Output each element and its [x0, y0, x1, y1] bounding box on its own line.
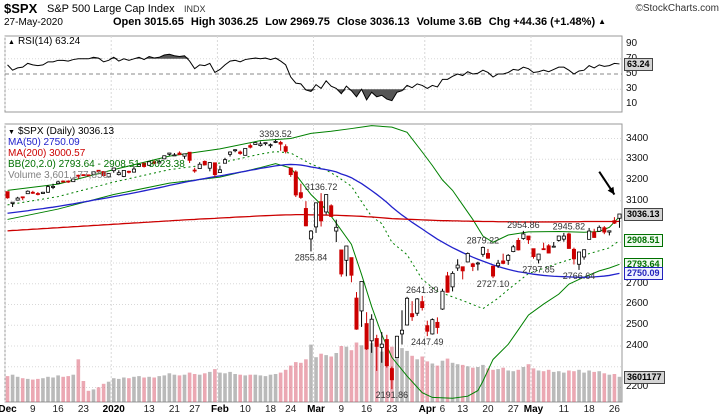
change-up-arrow-icon: ▲ — [598, 17, 607, 26]
volume-label: Volume — [416, 16, 456, 28]
high-value: 3036.25 — [218, 16, 259, 28]
bb-upper-line — [7, 125, 620, 243]
pivot-price-label: 2641.39 — [406, 285, 439, 295]
exchange-label: INDX — [184, 4, 206, 14]
pivot-price-label: 2797.85 — [522, 264, 555, 274]
close-label: Close — [336, 16, 367, 28]
candlestick-series — [5, 139, 622, 390]
chart-date: 27-May-2020 — [4, 17, 63, 28]
pivot-price-label: 2447.49 — [411, 337, 444, 347]
pivot-price-label: 2191.86 — [376, 390, 409, 400]
open-label: Open — [113, 16, 142, 28]
pivot-price-label: 2879.22 — [467, 236, 500, 246]
low-value: 2969.75 — [290, 16, 330, 28]
ticker-symbol: $SPX — [4, 1, 38, 16]
change-label: Chg — [488, 16, 511, 28]
pivot-price-label: 2954.86 — [507, 220, 540, 230]
pivot-price-label: 3136.72 — [305, 182, 338, 192]
pivot-price-label: 2945.82 — [553, 222, 586, 232]
volume-value: 3.6B — [458, 16, 482, 28]
chart-header: $SPX S&P 500 Large Cap Index INDX ©Stock… — [0, 0, 724, 32]
stockcharts-credit: ©StockCharts.com — [635, 3, 719, 14]
bb-mid-line — [7, 151, 620, 310]
ohlc-quote: Open 3015.65 High 3036.25 Low 2969.75 Close 303… — [106, 16, 606, 28]
pivot-price-label: 2727.10 — [477, 279, 510, 289]
close-value: 3036.13 — [369, 16, 410, 28]
index-name: S&P 500 Large Cap Index — [47, 3, 175, 15]
pivot-price-label: 2766.64 — [563, 271, 596, 281]
bb-lower-line — [7, 163, 620, 399]
annotation-arrowhead — [607, 186, 615, 195]
pivot-price-label: 2855.84 — [295, 252, 328, 262]
rsi-line — [7, 53, 620, 102]
low-label: Low — [265, 16, 288, 28]
ma200-line — [7, 214, 620, 232]
pivot-price-label: 3393.52 — [259, 129, 292, 139]
change-value: +44.36 (+1.48%) — [513, 16, 596, 28]
open-value: 3015.65 — [144, 16, 184, 28]
volume-series — [5, 339, 622, 402]
ma50-line — [7, 163, 620, 278]
high-label: High — [190, 16, 216, 28]
